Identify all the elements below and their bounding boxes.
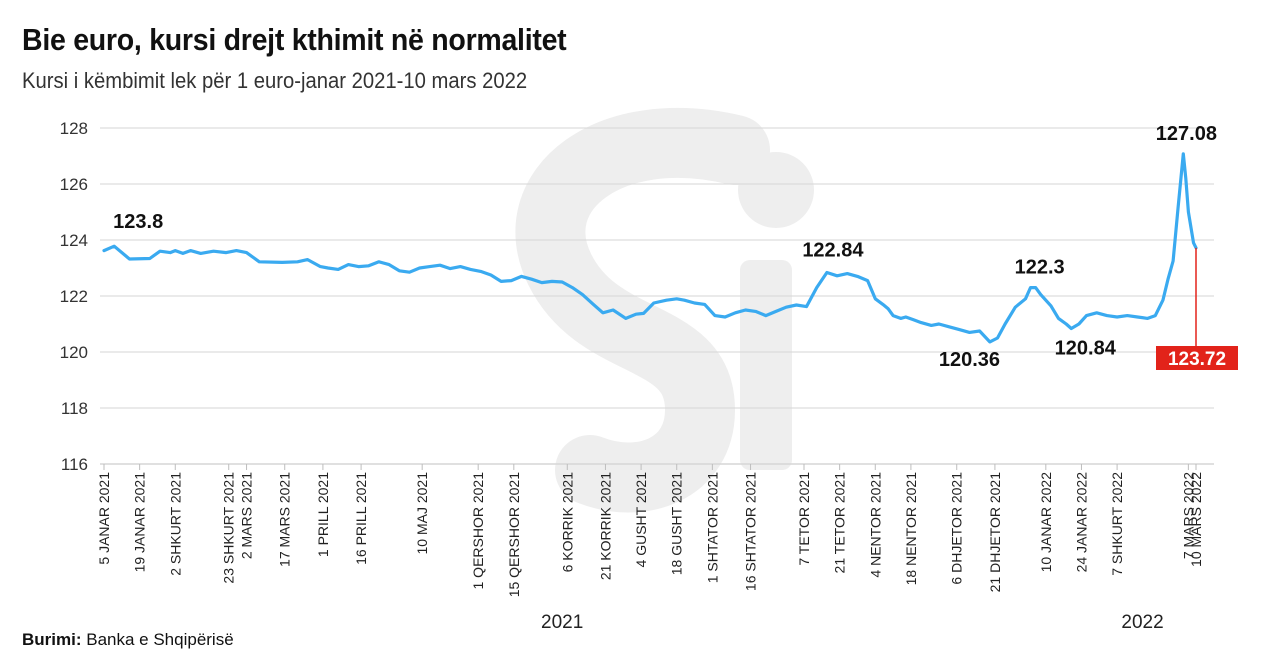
- x-tick-label: 1 SHTATOR 2021: [704, 472, 720, 583]
- x-tick-label: 21 TETOR 2021: [832, 472, 848, 574]
- annotations: 123.8 122.84 122.3 120.36 120.84 127.08 123.72: [113, 123, 1238, 371]
- y-tick-label: 124: [60, 231, 88, 250]
- x-tick-label: 17 MARS 2021: [277, 472, 293, 567]
- watermark-i-stem: [740, 260, 792, 470]
- x-tick-label: 18 GUSHT 2021: [669, 472, 685, 575]
- exchange-rate-line: [102, 152, 1198, 344]
- x-tick-label: 1 QERSHOR 2021: [470, 472, 486, 590]
- x-tick-label: 4 GUSHT 2021: [633, 472, 649, 568]
- x-tick-label: 10 JANAR 2022: [1038, 472, 1054, 573]
- y-tick-label: 126: [60, 175, 88, 194]
- x-tick-label: 5 JANAR 2021: [96, 472, 112, 565]
- x-tick-labels: 5 JANAR 2021 19 JANAR 2021 2 SHKURT 2021 23…: [96, 464, 1204, 597]
- y-tick-label: 116: [61, 455, 88, 474]
- source-note: Burimi: Banka e Shqipërisë: [22, 630, 234, 650]
- data-label: 123.8: [113, 211, 163, 233]
- x-tick-label: 21 DHJETOR 2021: [987, 472, 1003, 593]
- x-tick-label: 10 MARS 2022: [1188, 472, 1204, 567]
- y-tick-labels: 116 118 120 122 124 126 128: [60, 119, 88, 474]
- data-label: 122.3: [1015, 257, 1065, 279]
- source-text: Banka e Shqipërisë: [86, 630, 234, 649]
- series-group: [102, 152, 1198, 344]
- x-tick-label: 4 NENTOR 2021: [867, 472, 883, 578]
- x-tick-label: 6 KORRIK 2021: [559, 472, 575, 573]
- last-value-box: [1156, 346, 1238, 370]
- data-label: 120.36: [939, 349, 1000, 371]
- y-tick-label: 122: [60, 287, 88, 306]
- y-tick-label: 118: [61, 399, 88, 418]
- watermark-logo: [515, 107, 814, 513]
- last-value-label: 123.72: [1168, 349, 1226, 370]
- x-tick-label: 19 JANAR 2021: [132, 472, 148, 573]
- x-tick-label: 23 SHKURT 2021: [221, 472, 237, 584]
- x-tick-label: 1 PRILL 2021: [315, 472, 331, 557]
- year-label: 2022: [1121, 612, 1163, 633]
- data-label: 122.84: [802, 239, 864, 261]
- x-tick-label: 7 TETOR 2021: [796, 472, 812, 566]
- year-label: 2021: [541, 612, 583, 633]
- x-tick-label: 10 MAJ 2021: [414, 472, 430, 555]
- source-label: Burimi:: [22, 630, 82, 649]
- data-label: 127.08: [1156, 123, 1217, 145]
- y-tick-label: 128: [60, 119, 88, 138]
- x-tick-label: 2 MARS 2021: [239, 472, 255, 559]
- data-label: 120.84: [1055, 337, 1117, 359]
- x-tick-label: 7 SHKURT 2022: [1109, 472, 1125, 576]
- x-tick-label: 7 MARS 2022: [1180, 472, 1196, 559]
- x-tick-label: 2 SHKURT 2021: [167, 472, 183, 576]
- year-labels: 2021 2022: [541, 612, 1164, 633]
- x-tick-label: 16 PRILL 2021: [353, 472, 369, 565]
- x-tick-label: 18 NENTOR 2021: [903, 472, 919, 586]
- watermark-s-shape: [515, 107, 770, 513]
- chart-subtitle: Kursi i këmbimit lek për 1 euro-janar 20…: [22, 68, 528, 93]
- x-tick-label: 16 SHTATOR 2021: [743, 472, 759, 591]
- x-tick-label: 24 JANAR 2022: [1073, 472, 1089, 573]
- x-tick-label: 15 QERSHOR 2021: [506, 472, 522, 597]
- x-tick-label: 6 DHJETOR 2021: [949, 472, 965, 585]
- x-tick-label: 21 KORRIK 2021: [597, 472, 613, 580]
- y-tick-label: 120: [60, 343, 88, 362]
- watermark-i-dot: [738, 152, 814, 228]
- chart-title: Bie euro, kursi drejt kthimit në normali…: [22, 22, 567, 57]
